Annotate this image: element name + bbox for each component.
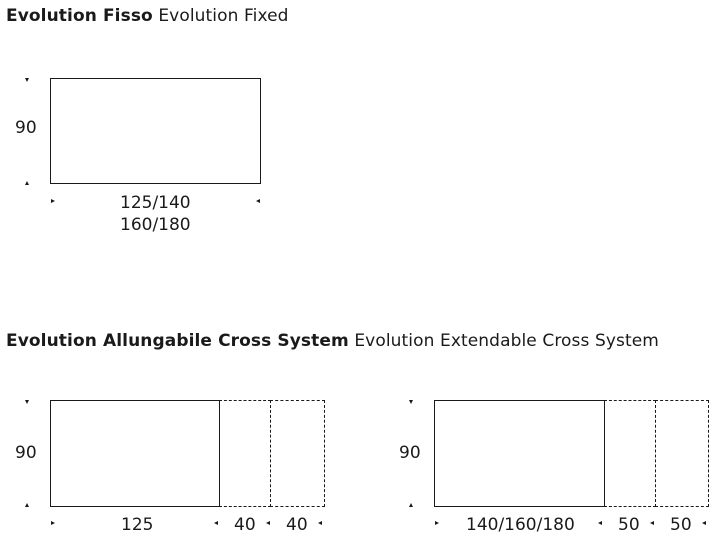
table-top-outline <box>50 400 220 507</box>
extension-label-1: 50 <box>618 515 640 535</box>
extension-leaf-1 <box>219 400 271 507</box>
extension-label-1: 40 <box>234 515 256 535</box>
extension-leaf-2 <box>655 400 709 507</box>
depth-label: 90 <box>15 118 37 138</box>
depth-arrow-bottom <box>409 503 413 507</box>
length-label: 140/160/180 <box>466 515 575 535</box>
length-label-line1: 125/140 <box>120 193 191 213</box>
section-title-extendable: Evolution Allungabile Cross System Evolu… <box>6 331 659 351</box>
length-arrow-left <box>51 199 55 203</box>
extension-arrow <box>702 521 706 525</box>
extension-leaf-2 <box>270 400 325 507</box>
depth-arrow-bottom <box>25 503 29 507</box>
extension-leaf-1 <box>604 400 656 507</box>
length-arrow-right <box>598 521 602 525</box>
length-arrow-left <box>435 521 439 525</box>
extension-arrow <box>650 521 654 525</box>
depth-arrow-top <box>25 78 29 82</box>
title-english: Evolution Fixed <box>158 6 289 26</box>
title-italian: Evolution Fisso <box>6 6 153 26</box>
section-title-fixed: Evolution Fisso Evolution Fixed <box>6 6 289 26</box>
length-label: 125 <box>121 515 154 535</box>
depth-arrow-bottom <box>25 181 29 185</box>
table-top-outline <box>50 78 261 184</box>
title-english: Evolution Extendable Cross System <box>354 331 659 351</box>
depth-arrow-top <box>25 400 29 404</box>
title-italian: Evolution Allungabile Cross System <box>6 331 349 351</box>
length-label-line2: 160/180 <box>120 215 191 235</box>
extension-arrow <box>266 521 270 525</box>
extension-label-2: 50 <box>670 515 692 535</box>
depth-arrow-top <box>409 400 413 404</box>
length-arrow-right <box>214 521 218 525</box>
extension-label-2: 40 <box>286 515 308 535</box>
depth-label: 90 <box>399 443 421 463</box>
length-arrow-right <box>256 199 260 203</box>
extension-arrow <box>318 521 322 525</box>
length-arrow-left <box>51 521 55 525</box>
table-top-outline <box>434 400 605 507</box>
depth-label: 90 <box>15 443 37 463</box>
